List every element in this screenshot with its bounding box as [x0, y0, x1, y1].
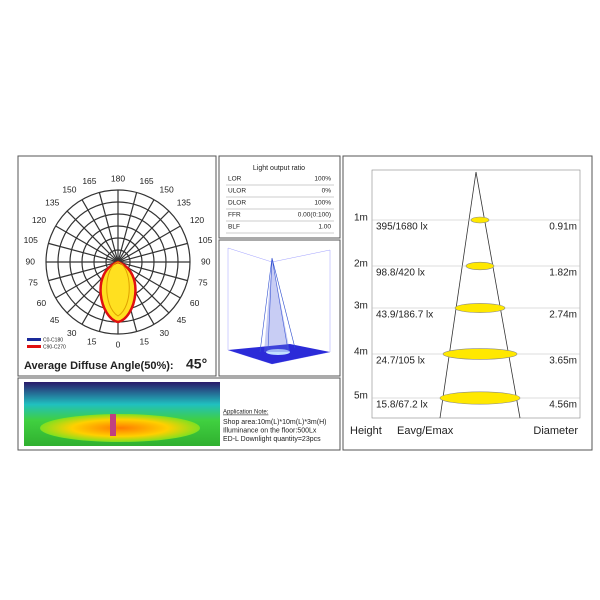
polar-label: 165 — [82, 176, 96, 186]
render — [227, 247, 331, 365]
polar-label: 30 — [67, 328, 77, 338]
polar-label: 0 — [116, 339, 121, 349]
diameter: 2.74m — [549, 310, 577, 321]
polar-label: 90 — [26, 256, 36, 266]
illuminance: 43.9/186.7 lx — [376, 310, 433, 321]
polar-label: 90 — [201, 256, 211, 266]
application-note: Application Note: Shop area:10m(L)*10m(L)… — [223, 410, 326, 443]
caption: Average Diffuse Angle(50%): — [24, 360, 174, 372]
table-value: 0.00(0:100) — [298, 212, 331, 219]
polar-label: 150 — [62, 184, 76, 194]
legend-label: C0-C180 — [43, 337, 63, 343]
illuminance: 24.7/105 lx — [376, 356, 425, 367]
polar-label: 120 — [32, 215, 46, 225]
polar-label: 75 — [28, 278, 38, 288]
illuminance: 395/1680 lx — [376, 222, 428, 233]
polar-label: 45 — [50, 315, 60, 325]
note-line: Illuminance on the floor:500Lx — [223, 427, 317, 434]
light-spot — [439, 391, 521, 405]
light-spot — [465, 261, 495, 271]
cone-outline — [439, 171, 521, 419]
polar-label: 165 — [139, 176, 153, 186]
polar-label: 180 — [111, 173, 125, 183]
note-line: Shop area:10m(L)*10m(L)*3m(H) — [223, 419, 326, 426]
polar-label: 60 — [190, 298, 200, 308]
note-title: Application Note: — [223, 410, 269, 416]
cone-rows: 1m 395/1680 lx 0.91m 2m 98.8/420 lx 1.82m 3m 43… — [350, 213, 580, 437]
height-label: 2m — [354, 259, 368, 270]
light-spot — [442, 348, 518, 360]
cone-frame — [371, 169, 581, 419]
polar-label: 45 — [177, 315, 187, 325]
height-label: 5m — [354, 391, 368, 402]
table: LOR 100% ULOR 0% DLOR 100% FFR 0.00(0:100) BLF 1.… — [226, 176, 334, 234]
table-value: 100% — [314, 176, 331, 183]
polar-label: 105 — [198, 235, 212, 245]
polar-label: 15 — [87, 336, 97, 346]
polar-label: 150 — [160, 184, 174, 194]
height-label: 4m — [354, 347, 368, 358]
angle: 45° — [186, 356, 207, 372]
table-title: Light output ratio — [253, 165, 305, 172]
light-spot — [470, 216, 490, 224]
table-key: LOR — [228, 176, 242, 183]
table-key: DLOR — [228, 200, 246, 207]
footer-label: Diameter — [533, 425, 578, 437]
polar-label: 105 — [24, 235, 38, 245]
table-key: FFR — [228, 212, 241, 219]
polar-curve — [99, 260, 137, 324]
polar-label: 30 — [160, 328, 170, 338]
illuminance: 15.8/67.2 lx — [376, 400, 428, 411]
table-value: 100% — [314, 200, 331, 207]
diameter: 0.91m — [549, 222, 577, 233]
polar-label: 120 — [190, 215, 204, 225]
height-label: 3m — [354, 301, 368, 312]
legend-label: C90-C270 — [43, 344, 66, 350]
table-key: BLF — [228, 224, 240, 231]
table-value: 0% — [322, 188, 332, 195]
polar-label: 135 — [45, 198, 59, 208]
light-spot — [454, 303, 506, 313]
table-key: ULOR — [228, 188, 246, 195]
diameter: 4.56m — [549, 400, 577, 411]
polar-label: 60 — [37, 298, 47, 308]
table-value: 1.00 — [318, 224, 331, 231]
polar-curve-c0 — [106, 261, 130, 317]
note-line: ED-L Downlight quantity=23pcs — [223, 436, 321, 443]
legend-swatch — [27, 338, 41, 341]
polar-label: 15 — [139, 336, 149, 346]
legend-swatch — [27, 345, 41, 348]
polar-label: 135 — [177, 198, 191, 208]
footer-label: Height — [350, 425, 382, 437]
footer-label: Eavg/Emax — [397, 425, 454, 437]
illuminance: 98.8/420 lx — [376, 268, 425, 279]
diameter: 1.82m — [549, 268, 577, 279]
polar-diagram: 1800165150135120105907560453015165150135… — [24, 173, 213, 350]
height-label: 1m — [354, 213, 368, 224]
diameter: 3.65m — [549, 356, 577, 367]
polar-label: 75 — [198, 278, 208, 288]
heatmap — [24, 382, 220, 446]
